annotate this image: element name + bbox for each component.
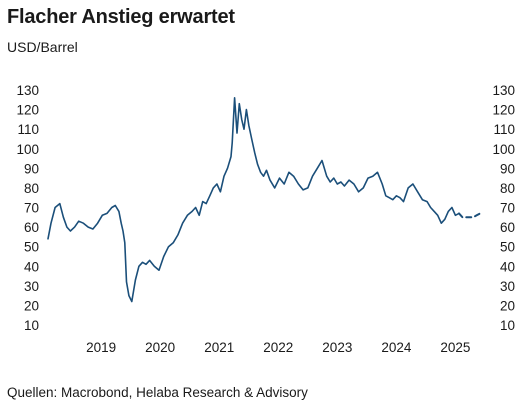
y-tick-label-left: 10: [24, 318, 39, 333]
y-tick-label-left: 90: [24, 161, 39, 176]
x-tick-label-2021: 2021: [204, 340, 234, 355]
y-tick-label-left: 130: [16, 83, 39, 98]
y-tick-label-left: 100: [16, 142, 39, 157]
y-tick-label-left: 30: [24, 279, 39, 294]
y-tick-label-left: 120: [16, 103, 39, 118]
y-tick-label-right: 60: [500, 220, 515, 235]
y-tick-label-right: 80: [500, 181, 515, 196]
y-tick-label-left: 80: [24, 181, 39, 196]
x-tick-label-2019: 2019: [86, 340, 116, 355]
y-tick-label-left: 110: [17, 122, 39, 137]
price-history-line: [47, 97, 460, 303]
y-tick-label-left: 60: [24, 220, 39, 235]
forecast-line: [458, 210, 483, 219]
y-tick-label-right: 100: [492, 142, 515, 157]
y-tick-label-right: 120: [492, 103, 515, 118]
y-tick-label-right: 50: [500, 240, 515, 255]
y-tick-label-left: 40: [24, 259, 39, 274]
x-tick-label-2020: 2020: [145, 340, 175, 355]
x-tick-label-2022: 2022: [263, 340, 293, 355]
y-tick-label-right: 20: [500, 298, 515, 313]
y-tick-label-right: 70: [500, 201, 515, 216]
y-tick-label-right: 130: [492, 83, 515, 98]
y-tick-label-left: 50: [24, 240, 39, 255]
y-tick-label-right: 40: [500, 259, 515, 274]
chart-subtitle: USD/Barrel: [7, 39, 78, 55]
y-tick-label-left: 20: [24, 298, 39, 313]
y-tick-label-right: 110: [493, 122, 515, 137]
y-tick-label-right: 10: [500, 318, 515, 333]
x-tick-label-2025: 2025: [440, 340, 470, 355]
y-tick-label-left: 70: [24, 201, 39, 216]
x-tick-label-2024: 2024: [381, 340, 412, 355]
x-tick-label-2023: 2023: [322, 340, 352, 355]
chart-title: Flacher Anstieg erwartet: [7, 6, 235, 28]
y-tick-label-right: 30: [500, 279, 515, 294]
source-note: Quellen: Macrobond, Helaba Research & Ad…: [7, 385, 308, 400]
y-tick-label-right: 90: [500, 161, 515, 176]
